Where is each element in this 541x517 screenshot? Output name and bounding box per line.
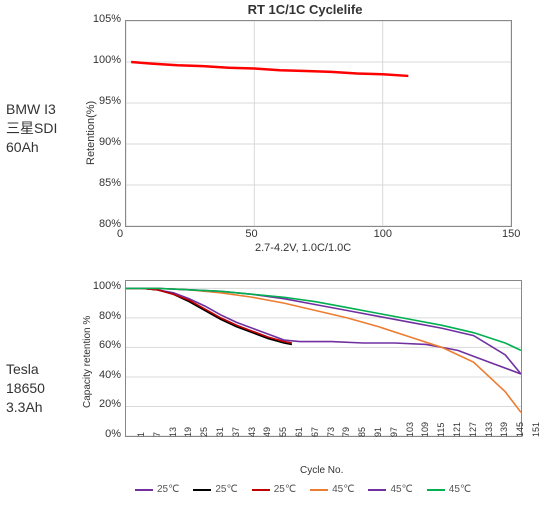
label-tesla: Tesla186503.3Ah [6, 360, 45, 417]
ytick: 80% [89, 310, 121, 322]
legend-swatch [252, 489, 270, 491]
chart1-title: RT 1C/1C Cyclelife [90, 2, 520, 17]
legend-label: 45℃ [332, 484, 354, 495]
legend-item: 25℃ [193, 484, 237, 495]
legend-label: 25℃ [215, 484, 237, 495]
xtick: 151 [517, 422, 541, 437]
xtick: 150 [502, 228, 520, 240]
legend-label: 45℃ [390, 484, 412, 495]
ytick: 40% [89, 369, 121, 381]
chart2-xlabel: Cycle No. [300, 465, 343, 476]
chart1-xlabel: 2.7-4.2V, 1.0C/1.0C [255, 242, 351, 254]
chart1-plot [125, 20, 512, 227]
legend-item: 45℃ [427, 484, 471, 495]
legend-item: 45℃ [310, 484, 354, 495]
legend-item: 25℃ [135, 484, 179, 495]
ytick: 85% [89, 177, 121, 189]
ytick: 60% [89, 339, 121, 351]
legend-swatch [193, 489, 211, 491]
xtick: 0 [117, 228, 123, 240]
legend-swatch [135, 489, 153, 491]
legend-label: 25℃ [157, 484, 179, 495]
chart1-ylabel: Retention(%) [85, 101, 97, 165]
chart2-legend: 25℃ 25℃ 25℃ 45℃ 45℃ 45℃ [135, 484, 525, 495]
label-bmw: BMW I3三星SDI60Ah [6, 100, 57, 157]
legend-label: 45℃ [449, 484, 471, 495]
ytick: 105% [89, 13, 121, 25]
chart2-plot [125, 280, 522, 437]
xtick: 50 [245, 228, 257, 240]
legend-swatch [368, 489, 386, 491]
legend-swatch [310, 489, 328, 491]
ytick: 20% [89, 398, 121, 410]
legend-item: 25℃ [252, 484, 296, 495]
chart2-ylabel: Capacity retention % [82, 316, 93, 408]
ytick: 0% [89, 428, 121, 440]
ytick: 100% [89, 54, 121, 66]
ytick: 100% [89, 280, 121, 292]
chart1-svg [126, 21, 511, 226]
xtick: 100 [374, 228, 392, 240]
legend-item: 45℃ [368, 484, 412, 495]
chart2-svg [126, 281, 521, 436]
legend-label: 25℃ [274, 484, 296, 495]
legend-swatch [427, 489, 445, 491]
